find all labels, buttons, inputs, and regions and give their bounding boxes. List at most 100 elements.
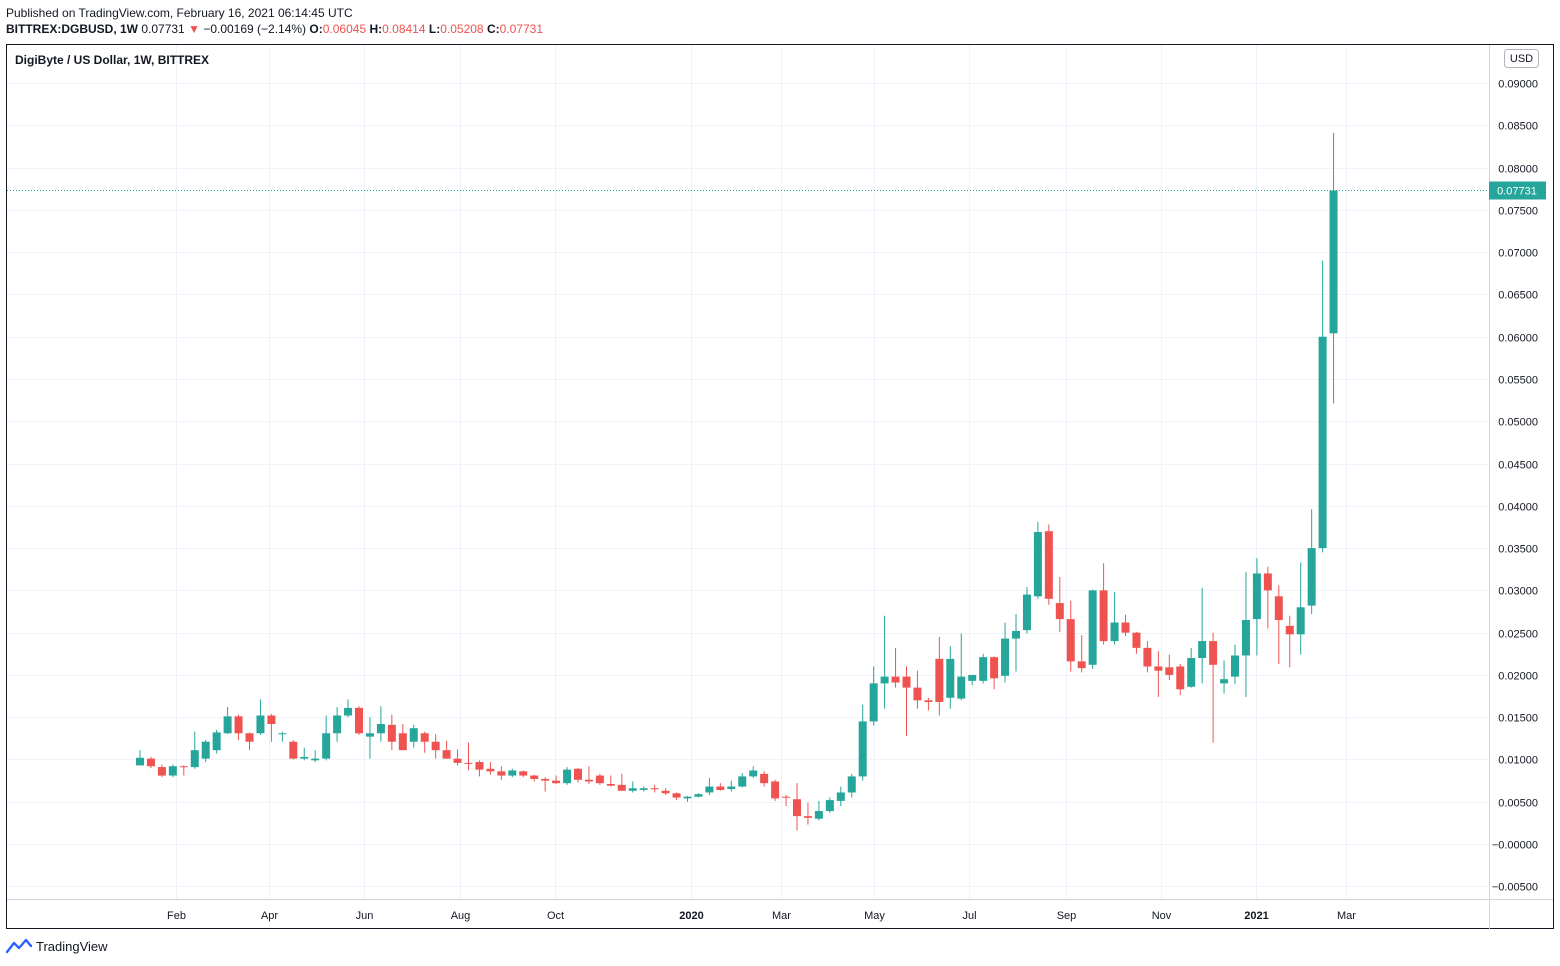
candle <box>157 764 166 778</box>
candle-body <box>1033 532 1042 597</box>
candle-body <box>1001 638 1010 676</box>
candle-body <box>1285 625 1294 635</box>
tradingview-footer[interactable]: TradingView <box>6 938 108 954</box>
candle-body <box>1198 641 1207 659</box>
y-tick-label: 0.04000 <box>1498 502 1538 514</box>
candle <box>595 773 604 785</box>
candle <box>1044 524 1053 605</box>
candle <box>398 723 407 751</box>
candle-body <box>694 794 703 797</box>
candle-body <box>475 762 484 770</box>
currency-label: USD <box>1510 53 1533 65</box>
candle-body <box>1263 573 1272 591</box>
candle-body <box>376 723 385 734</box>
candle <box>1209 632 1218 743</box>
candle <box>1263 566 1272 629</box>
candle-body <box>1209 641 1218 665</box>
candle-body <box>683 796 692 799</box>
candle-body <box>420 733 429 742</box>
down-arrow-icon: ▼ <box>188 22 200 36</box>
x-tick-label: Oct <box>547 910 564 922</box>
candle-body <box>442 750 451 759</box>
candle-body <box>793 799 801 817</box>
candle <box>990 656 999 690</box>
candle <box>814 800 823 821</box>
x-tick-label: Jul <box>962 910 976 922</box>
candle-body <box>1012 630 1020 639</box>
candle-body <box>1022 594 1031 631</box>
candle <box>420 731 429 753</box>
y-tick-label: 0.05500 <box>1498 375 1538 387</box>
y-tick-label: 0.01500 <box>1498 713 1538 725</box>
candle-body <box>552 780 561 784</box>
candle-body <box>223 716 232 734</box>
candle <box>606 775 615 787</box>
candle <box>289 740 298 760</box>
y-tick-label: 0.04500 <box>1498 460 1538 472</box>
candle-body <box>1088 590 1097 665</box>
candle-body <box>847 776 856 793</box>
candle <box>541 777 550 792</box>
candle-body <box>1044 531 1053 599</box>
low-label: L: <box>428 22 441 36</box>
candle <box>475 760 484 777</box>
candle-body <box>617 784 626 791</box>
candle <box>1143 641 1152 673</box>
candle-body <box>661 790 670 794</box>
candle-body <box>979 657 988 681</box>
candle <box>519 770 528 778</box>
x-tick-label: Apr <box>261 910 278 922</box>
candle <box>1121 614 1130 637</box>
candle-body <box>344 707 353 716</box>
candle-body <box>530 775 539 779</box>
candle-body <box>760 773 769 784</box>
candle-body <box>836 792 845 801</box>
candle <box>1187 647 1196 688</box>
candle-body <box>1307 548 1316 606</box>
candle-body <box>311 758 320 761</box>
candle <box>190 731 199 769</box>
y-tick-label: 0.05000 <box>1498 417 1538 429</box>
candle <box>858 704 867 781</box>
y-tick-label: 0.01000 <box>1498 755 1538 767</box>
candle <box>1055 576 1064 632</box>
candle-body <box>924 700 933 702</box>
candle-body <box>1121 622 1130 633</box>
candle <box>617 773 626 791</box>
candle-body <box>749 770 758 777</box>
candle-body <box>234 716 243 734</box>
candle <box>694 793 703 798</box>
y-tick-label: 0.03000 <box>1498 586 1538 598</box>
close-value: 0.07731 <box>499 22 544 36</box>
candle-body <box>639 788 648 790</box>
candle <box>1252 558 1261 656</box>
chart-frame[interactable] <box>6 44 1554 929</box>
candle <box>311 750 320 763</box>
candle-body <box>1252 573 1261 620</box>
candle-body <box>563 769 572 784</box>
candle-body <box>398 733 407 751</box>
candle <box>1165 654 1174 681</box>
candle <box>672 792 681 801</box>
candle-body <box>146 758 155 767</box>
candle <box>749 766 758 779</box>
candle <box>727 780 736 792</box>
y-tick-label: 0.03500 <box>1498 544 1538 556</box>
candle-body <box>935 658 944 702</box>
candle-body <box>355 707 363 734</box>
candle <box>902 666 911 736</box>
candle-body <box>913 687 922 701</box>
candle <box>650 784 659 793</box>
candle <box>223 707 232 735</box>
candle <box>431 734 440 759</box>
y-tick-label: −0.00500 <box>1492 882 1538 894</box>
candle <box>376 706 385 742</box>
candle <box>355 706 363 735</box>
candle-body <box>1077 661 1086 669</box>
tradingview-logo-icon <box>6 938 32 954</box>
candle-body <box>365 733 374 737</box>
candle-body <box>409 728 418 742</box>
candle <box>212 729 221 754</box>
candle <box>1088 589 1097 670</box>
